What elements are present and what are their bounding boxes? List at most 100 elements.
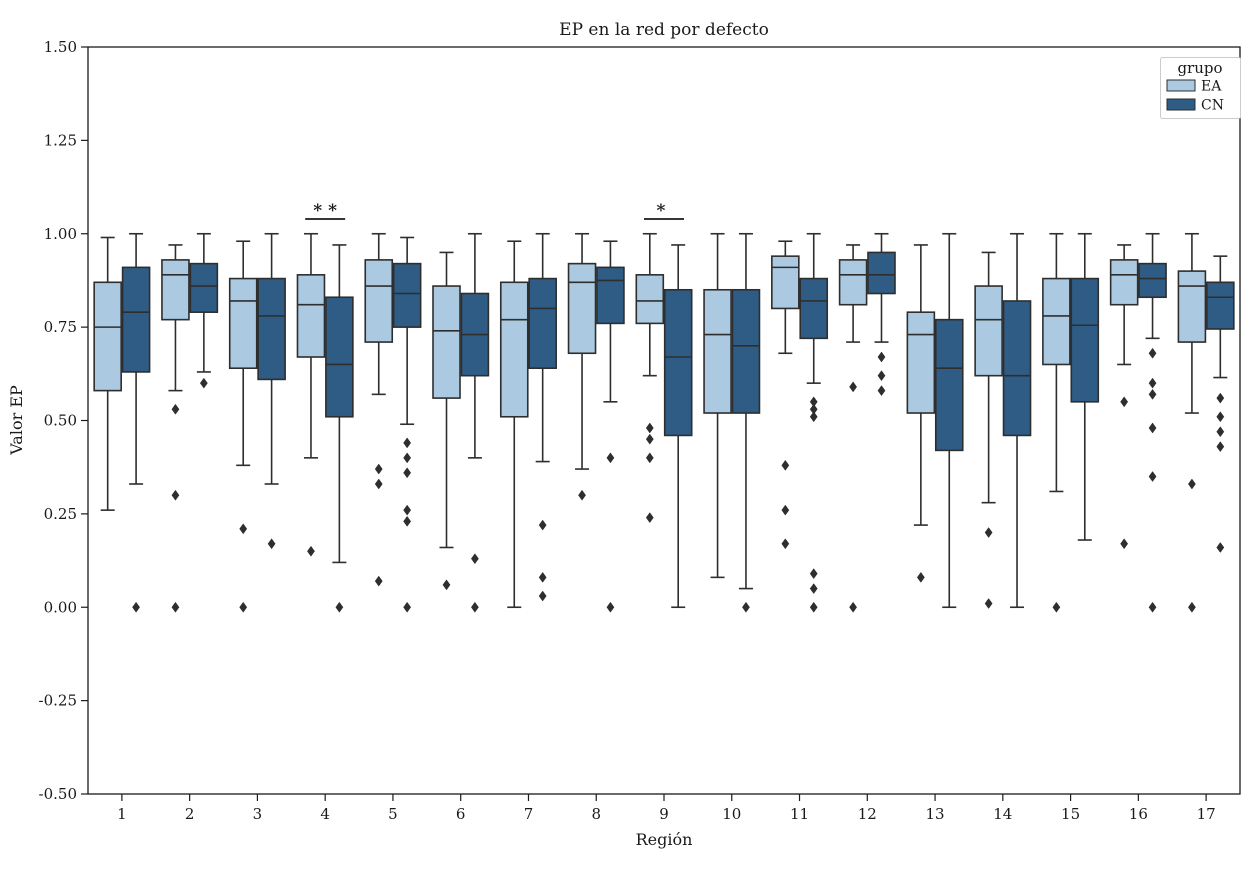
- outlier-marker: [374, 478, 383, 490]
- box-EA-region-4: [296, 232, 326, 557]
- x-tick-label: 16: [1129, 805, 1148, 823]
- outlier-marker: [742, 601, 750, 613]
- box-EA-region-17: [1177, 232, 1207, 613]
- axes: 1.501.251.000.750.500.250.00-0.25-0.501 2…: [39, 38, 1216, 823]
- outlier-marker: [307, 545, 315, 557]
- legend-label-ea: EA: [1201, 79, 1222, 95]
- box-CN-region-9: [663, 244, 693, 609]
- box-CN-region-11: [799, 232, 829, 613]
- outlier-marker: [606, 452, 615, 464]
- outlier-marker: [442, 579, 451, 591]
- box-EA-region-8: [567, 232, 597, 501]
- outlier-marker: [1148, 422, 1157, 434]
- y-tick-label: 0.75: [44, 318, 77, 336]
- outlier-marker: [606, 601, 615, 613]
- outlier-marker: [809, 568, 818, 580]
- box-EA-region-7: [499, 240, 529, 609]
- box-CN-region-13: [934, 232, 964, 609]
- outlier-marker: [403, 504, 412, 516]
- y-tick-label: 0.00: [44, 598, 77, 616]
- box-CN-region-2: [189, 232, 219, 389]
- box-EA-region-11: [771, 240, 800, 550]
- box-CN-region-17: [1206, 255, 1235, 553]
- outlier-marker: [809, 583, 818, 595]
- x-tick-label: 9: [659, 805, 669, 823]
- outlier-marker: [538, 590, 547, 602]
- box-EA-region-5: [364, 232, 394, 587]
- legend-label-cn: CN: [1201, 98, 1224, 114]
- outlier-marker: [1148, 601, 1157, 613]
- box-CN-region-15: [1070, 232, 1100, 541]
- x-tick-label: 10: [722, 805, 741, 823]
- outlier-marker: [374, 575, 383, 587]
- outlier-marker: [809, 601, 818, 613]
- significance-marker-region-4: **: [305, 201, 346, 221]
- outlier-marker: [1188, 601, 1196, 613]
- outlier-marker: [132, 601, 140, 613]
- x-tick-label: 4: [320, 805, 330, 823]
- outlier-marker: [781, 538, 790, 550]
- outlier-marker: [1216, 411, 1225, 423]
- outlier-marker: [538, 519, 547, 531]
- box-CN-region-12: [867, 232, 896, 397]
- outlier-marker: [877, 351, 886, 363]
- box-CN-region-3: [257, 232, 286, 550]
- box-EA-region-14: [974, 251, 1003, 609]
- outlier-marker: [877, 385, 886, 397]
- significance-marker-region-9: *: [644, 201, 684, 221]
- box-EA-region-16: [1109, 244, 1139, 550]
- outlier-marker: [984, 527, 993, 538]
- outlier-marker: [171, 403, 180, 415]
- box-CN-region-8: [596, 240, 625, 613]
- outlier-marker: [1216, 392, 1225, 404]
- outlier-marker: [538, 571, 547, 583]
- outlier-marker: [849, 381, 858, 393]
- outlier-marker: [781, 504, 790, 516]
- outlier-marker: [1216, 542, 1225, 553]
- outlier-marker: [403, 467, 412, 479]
- outlier-marker: [1216, 441, 1225, 453]
- outlier-marker: [470, 553, 479, 565]
- outlier-marker: [1120, 396, 1129, 408]
- outlier-marker: [645, 422, 654, 434]
- x-tick-label: 11: [790, 805, 809, 823]
- significance-label: *: [657, 201, 672, 221]
- outlier-marker: [335, 601, 344, 613]
- x-axis-label: Región: [636, 830, 693, 849]
- outlier-marker: [1188, 478, 1196, 490]
- y-tick-label: 1.50: [44, 38, 77, 56]
- outlier-marker: [403, 437, 412, 449]
- outlier-marker: [578, 489, 586, 501]
- x-tick-label: 14: [993, 805, 1012, 823]
- x-tick-label: 6: [456, 805, 466, 823]
- y-tick-label: 0.50: [44, 412, 77, 430]
- outlier-marker: [645, 433, 654, 445]
- outlier-marker: [1148, 471, 1157, 482]
- outlier-marker: [645, 512, 654, 524]
- box-EA-region-13: [906, 244, 936, 583]
- x-tick-label: 2: [185, 805, 195, 823]
- chart-title: EP en la red por defecto: [559, 20, 769, 40]
- outlier-marker: [1148, 347, 1157, 359]
- box-EA-region-10: [703, 232, 732, 579]
- x-tick-label: 17: [1197, 805, 1216, 823]
- outlier-marker: [809, 411, 818, 423]
- outlier-marker: [403, 452, 412, 464]
- outlier-marker: [403, 515, 412, 527]
- box-EA-region-15: [1042, 232, 1071, 613]
- x-tick-label: 12: [858, 805, 877, 823]
- y-tick-label: 0.25: [44, 505, 77, 523]
- y-tick-label: -0.50: [39, 785, 77, 803]
- box-EA-region-12: [838, 244, 868, 613]
- box-EA-region-2: [161, 244, 190, 613]
- outlier-marker: [1120, 538, 1129, 550]
- legend: grupo EA CN: [1160, 57, 1241, 119]
- x-tick-label: 7: [524, 805, 534, 823]
- outlier-marker: [916, 571, 925, 583]
- box-CN-region-6: [460, 232, 490, 613]
- outlier-marker: [877, 370, 886, 382]
- y-axis-label: Valor EP: [7, 385, 26, 456]
- outlier-marker: [781, 459, 790, 471]
- outlier-marker: [171, 489, 180, 501]
